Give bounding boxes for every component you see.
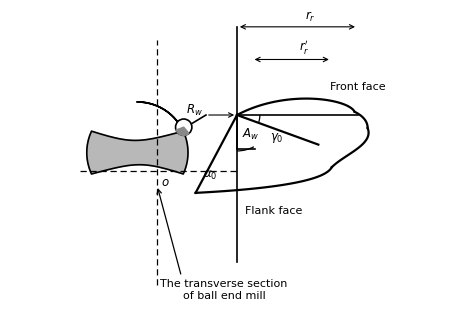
Text: $o$: $o$ bbox=[161, 176, 170, 189]
Text: $r_r'$: $r_r'$ bbox=[300, 38, 310, 56]
Text: The transverse section
of ball end mill: The transverse section of ball end mill bbox=[160, 279, 288, 300]
Polygon shape bbox=[176, 127, 189, 135]
Text: Flank face: Flank face bbox=[245, 206, 302, 216]
Circle shape bbox=[175, 119, 192, 135]
Text: $\alpha_0$: $\alpha_0$ bbox=[203, 169, 218, 182]
Text: $\gamma_0$: $\gamma_0$ bbox=[270, 131, 283, 145]
Text: $R_w$: $R_w$ bbox=[186, 103, 203, 118]
Text: Front face: Front face bbox=[330, 82, 386, 92]
Text: $A_w$: $A_w$ bbox=[242, 126, 259, 141]
Text: $r_r$: $r_r$ bbox=[305, 10, 316, 24]
Polygon shape bbox=[87, 102, 188, 174]
